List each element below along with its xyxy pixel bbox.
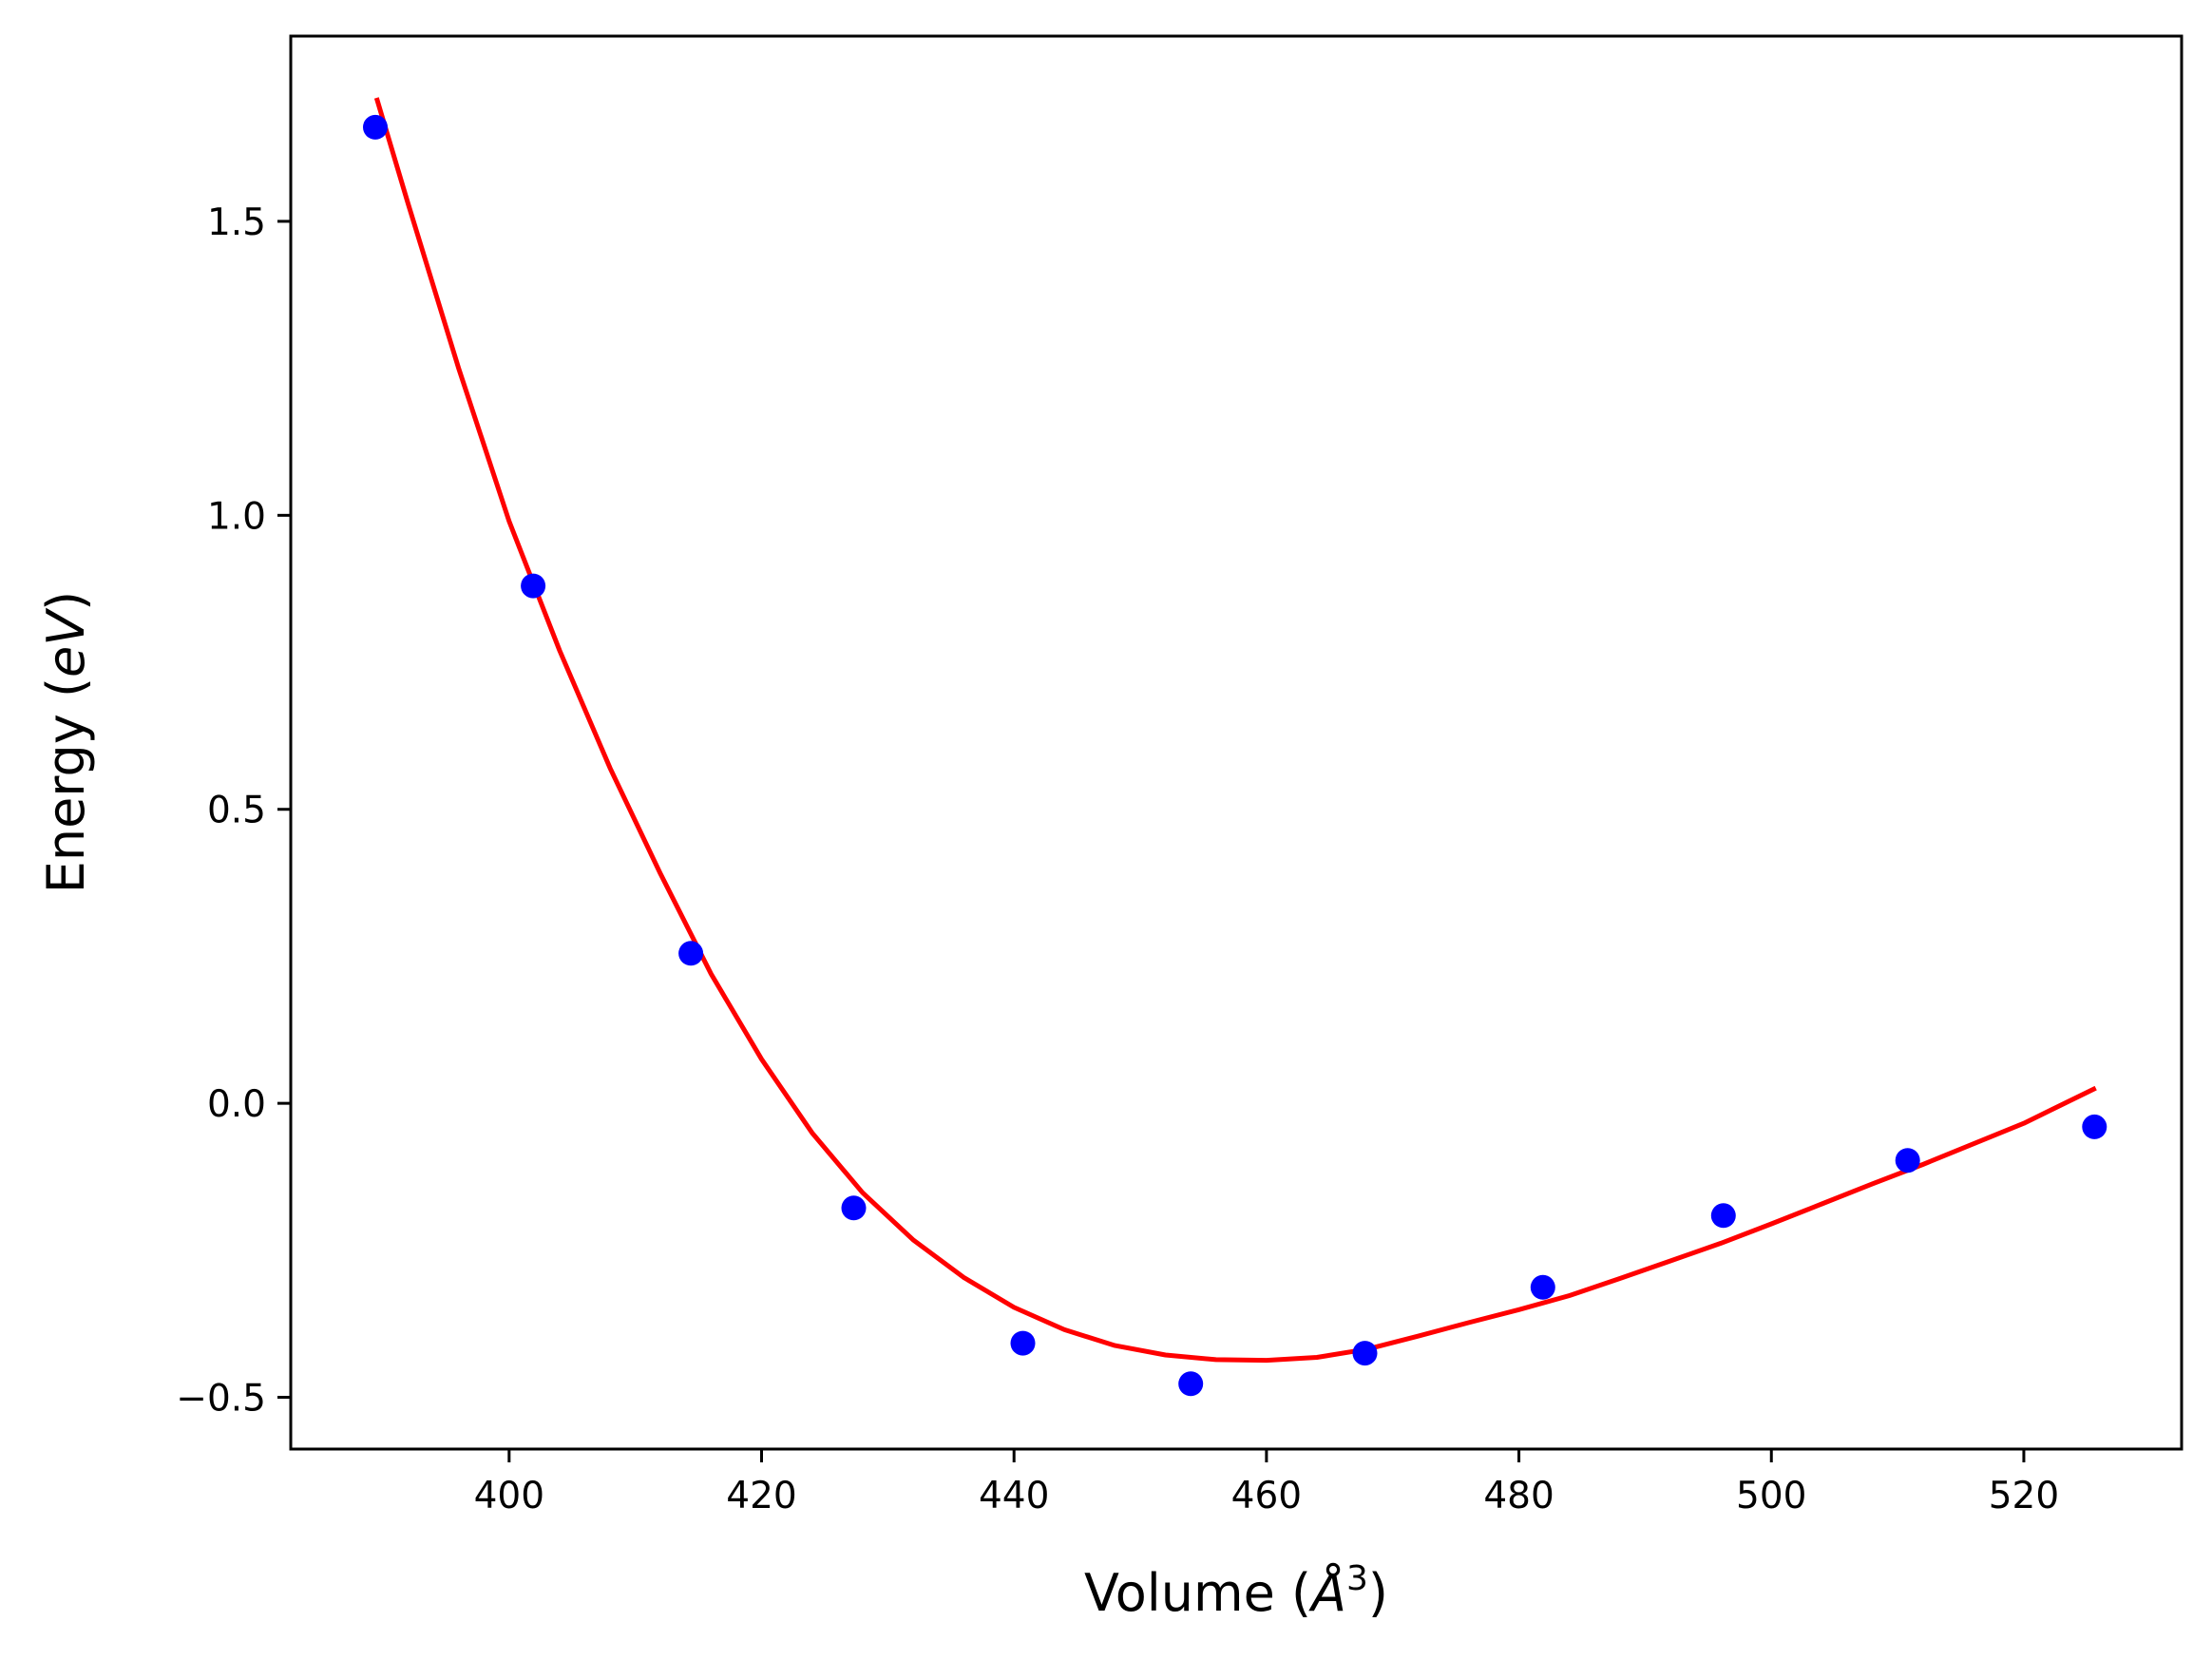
- x-tick-label: 500: [1736, 1475, 1806, 1517]
- y-axis-ticks: −0.5 0.0 0.5 1.0 1.5: [176, 201, 291, 1421]
- data-point: [678, 941, 704, 966]
- fit-curve-layer: [373, 97, 2097, 1364]
- x-axis-label: Volume (Å3): [1084, 1559, 1388, 1623]
- y-tick-label: 0.0: [207, 1083, 266, 1126]
- data-point: [1895, 1148, 1920, 1173]
- plot-frame: [289, 34, 2183, 1451]
- y-tick-label: 1.0: [207, 495, 266, 538]
- x-axis-ticks: 400 420 440 460 480 500 520: [474, 1449, 2059, 1517]
- y-tick-label: 0.5: [207, 790, 266, 832]
- data-point: [1178, 1371, 1204, 1397]
- y-tick-label: 1.5: [207, 201, 266, 244]
- data-point: [1352, 1341, 1378, 1366]
- x-tick-label: 420: [726, 1475, 796, 1517]
- data-point: [1010, 1330, 1036, 1356]
- x-tick-label: 400: [474, 1475, 544, 1517]
- x-tick-label: 460: [1231, 1475, 1302, 1517]
- plot-area: [291, 36, 2182, 1449]
- data-point: [363, 114, 388, 140]
- y-tick-label: −0.5: [176, 1378, 266, 1421]
- data-point: [1710, 1203, 1736, 1229]
- data-point: [1530, 1274, 1555, 1300]
- data-point: [521, 573, 546, 599]
- data-points-layer: [363, 114, 2107, 1397]
- x-tick-label: 520: [1989, 1475, 2059, 1517]
- data-point: [841, 1195, 867, 1221]
- x-tick-label: 480: [1483, 1475, 1554, 1517]
- x-tick-label: 440: [979, 1475, 1049, 1517]
- data-point: [2082, 1114, 2107, 1139]
- y-axis-label: Energy (eV): [36, 591, 96, 894]
- fit-curve: [373, 97, 2097, 1364]
